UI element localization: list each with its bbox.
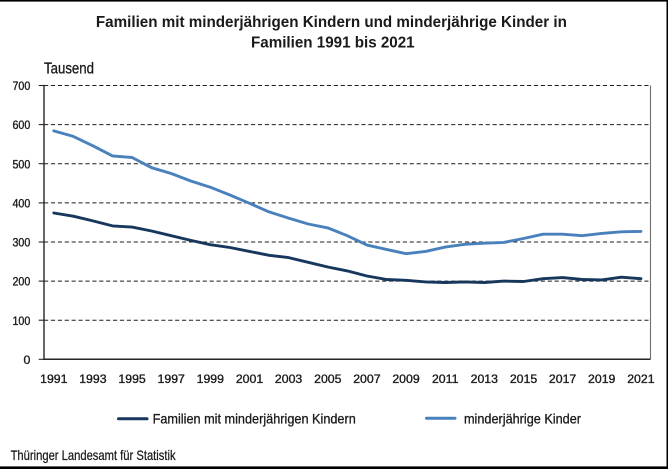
svg-text:100: 100 — [13, 314, 31, 328]
svg-text:2009: 2009 — [392, 372, 420, 386]
svg-text:2015: 2015 — [510, 372, 538, 386]
svg-text:700: 700 — [13, 79, 31, 93]
svg-text:200: 200 — [13, 275, 31, 289]
svg-text:500: 500 — [13, 157, 31, 171]
svg-text:2017: 2017 — [549, 372, 577, 386]
svg-text:2021: 2021 — [627, 372, 655, 386]
svg-text:1991: 1991 — [40, 372, 68, 386]
svg-text:1995: 1995 — [118, 372, 146, 386]
svg-text:2019: 2019 — [588, 372, 616, 386]
svg-text:2003: 2003 — [275, 372, 303, 386]
svg-text:300: 300 — [13, 236, 31, 250]
svg-text:Familien 1991 bis 2021: Familien 1991 bis 2021 — [251, 35, 415, 52]
svg-text:0: 0 — [23, 353, 30, 367]
svg-text:Thüringer Landesamt für Statis: Thüringer Landesamt für Statistik — [11, 447, 177, 463]
svg-text:600: 600 — [13, 118, 31, 132]
svg-text:400: 400 — [13, 197, 31, 211]
svg-text:2013: 2013 — [471, 372, 499, 386]
svg-text:Tausend: Tausend — [44, 60, 94, 77]
svg-text:2007: 2007 — [353, 372, 381, 386]
svg-text:1993: 1993 — [79, 372, 107, 386]
svg-text:2011: 2011 — [432, 372, 459, 386]
svg-text:1999: 1999 — [197, 372, 225, 386]
svg-text:2001: 2001 — [236, 372, 264, 386]
svg-text:2005: 2005 — [314, 372, 342, 386]
svg-text:Familien mit minderjährigen Ki: Familien mit minderjährigen Kindern und … — [96, 14, 567, 31]
svg-text:1997: 1997 — [158, 372, 186, 386]
svg-text:minderjährige Kinder: minderjährige Kinder — [464, 410, 581, 426]
svg-text:Familien mit minderjährigen Ki: Familien mit minderjährigen Kindern — [153, 410, 356, 426]
